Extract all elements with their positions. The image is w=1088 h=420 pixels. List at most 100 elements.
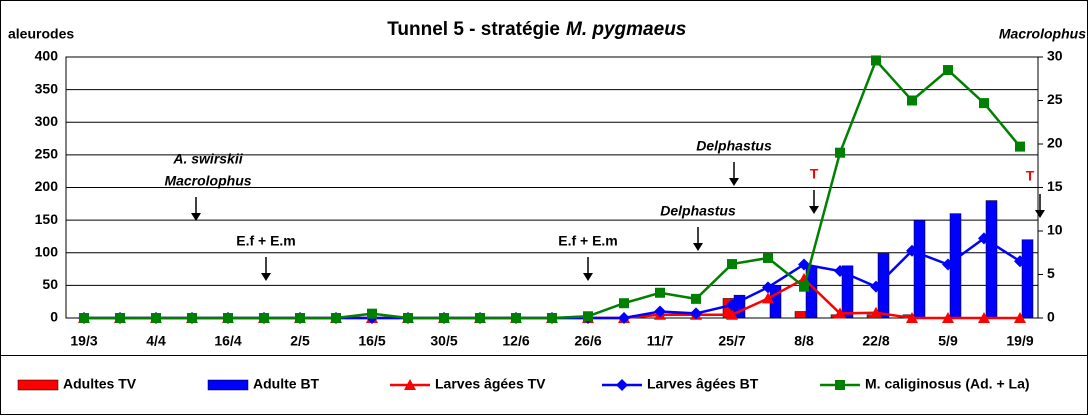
x-tick-label: 5/9: [938, 333, 958, 349]
annotation-arrowhead: [693, 243, 703, 251]
annotation: E.f + E.m: [236, 233, 296, 249]
marker: [763, 252, 773, 263]
x-tick-label: 16/4: [214, 333, 241, 349]
marker: [871, 55, 881, 66]
marker: [547, 313, 557, 323]
marker: [1015, 141, 1025, 152]
marker: [655, 287, 665, 298]
x-tick-label: 25/7: [718, 333, 745, 349]
marker: [870, 306, 882, 318]
annotation: T: [1026, 168, 1035, 184]
annotation-arrowhead: [1035, 210, 1045, 218]
y2-tick-label: 10: [1047, 222, 1063, 238]
y2-tick-label: 20: [1047, 135, 1063, 151]
y2-tick-label: 5: [1047, 265, 1055, 281]
marker: [295, 313, 305, 323]
chart-title: Tunnel 5 - stratégie: [387, 19, 560, 40]
marker: [906, 312, 918, 323]
marker: [943, 65, 953, 76]
marker: [654, 305, 666, 318]
marker: [1014, 255, 1026, 268]
legend-label: Adulte BT: [253, 376, 320, 392]
legend-label: Adultes TV: [63, 376, 137, 392]
marker: [259, 313, 269, 323]
marker: [223, 313, 233, 323]
marker: [618, 312, 630, 324]
annotation-arrowhead: [583, 273, 593, 281]
bar: [1021, 239, 1034, 319]
marker: [690, 307, 702, 320]
legend-label: Larves âgées BT: [647, 376, 759, 392]
bar: [985, 200, 998, 319]
legend-label: M. caliginosus (Ad. + La): [865, 376, 1030, 392]
marker: [762, 281, 774, 294]
x-tick-label: 11/7: [647, 333, 674, 349]
marker: [187, 313, 197, 323]
marker: [1014, 312, 1026, 323]
annotation: Delphastus: [696, 138, 772, 154]
marker: [835, 380, 845, 390]
marker: [404, 379, 416, 390]
annotation: A. swirskii: [172, 151, 243, 167]
marker: [439, 313, 449, 323]
marker: [798, 258, 810, 271]
marker: [834, 307, 846, 319]
x-tick-label: 19/3: [70, 333, 97, 349]
marker: [727, 259, 737, 270]
marker: [942, 312, 954, 323]
annotation-arrowhead: [729, 178, 739, 186]
y-tick-label: 400: [35, 48, 59, 64]
marker: [835, 147, 845, 158]
y-tick-label: 200: [35, 178, 59, 194]
marker: [798, 272, 810, 284]
marker: [979, 98, 989, 109]
marker: [762, 292, 774, 304]
marker: [870, 280, 882, 293]
marker: [619, 298, 629, 309]
y-tick-label: 350: [35, 80, 59, 96]
annotation-arrowhead: [191, 213, 201, 221]
x-tick-label: 26/6: [574, 333, 601, 349]
annotation-arrowhead: [261, 273, 271, 281]
marker: [583, 311, 593, 322]
marker: [726, 308, 738, 320]
y2-tick-label: 0: [1047, 309, 1055, 325]
x-tick-label: 19/9: [1006, 333, 1033, 349]
x-tick-label: 22/8: [862, 333, 889, 349]
marker: [403, 313, 413, 323]
annotation: E.f + E.m: [558, 233, 618, 249]
annotation-arrowhead: [809, 206, 819, 214]
marker: [367, 308, 377, 319]
x-tick-label: 16/5: [358, 333, 385, 349]
y-tick-label: 300: [35, 113, 59, 129]
marker: [475, 313, 485, 323]
y-tick-label: 150: [35, 211, 59, 227]
y-tick-label: 50: [42, 276, 58, 292]
y2-tick-label: 25: [1047, 91, 1063, 107]
marker: [942, 258, 954, 271]
x-tick-label: 8/8: [794, 333, 814, 349]
marker: [834, 265, 846, 278]
y2-tick-label: 15: [1047, 178, 1063, 194]
x-tick-label: 30/5: [430, 333, 457, 349]
marker: [907, 95, 917, 106]
marker: [691, 293, 701, 304]
marker: [331, 313, 341, 323]
x-tick-label: 4/4: [146, 333, 166, 349]
x-tick-label: 2/5: [290, 333, 310, 349]
legend-swatch: [207, 379, 249, 391]
legend-swatch: [17, 379, 59, 391]
legend-label: Larves âgées TV: [435, 376, 546, 392]
bar: [913, 219, 926, 319]
marker: [799, 281, 809, 292]
marker: [151, 313, 161, 323]
y-tick-label: 100: [35, 243, 59, 259]
y-tick-label: 250: [35, 146, 59, 162]
chart-title-italic: M. pygmaeus: [566, 19, 686, 40]
x-tick-label: 12/6: [502, 333, 529, 349]
y2-tick-label: 30: [1047, 48, 1063, 64]
marker: [906, 244, 918, 257]
marker: [978, 312, 990, 323]
